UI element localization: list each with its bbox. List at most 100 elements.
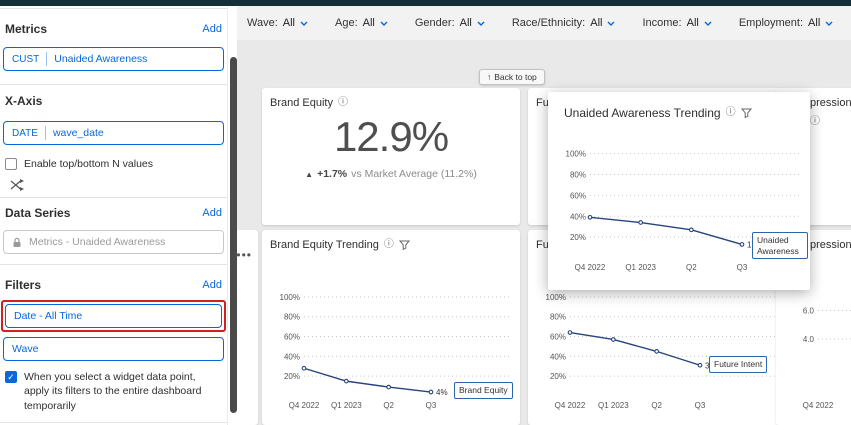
svg-text:100%: 100% [566, 150, 586, 159]
impression-trending-chart: 6.0 4.0 Q4 2022 [803, 307, 851, 410]
svg-text:Q4 2022: Q4 2022 [803, 401, 834, 410]
kpi-value: 12.9% [333, 113, 449, 160]
metric-field-name: Unaided Awareness [54, 53, 148, 65]
sidebar-scrollbar-thumb[interactable] [229, 57, 237, 413]
data-series-section-title: Data Series [5, 206, 71, 221]
data-series-add-button[interactable]: Add [202, 207, 222, 220]
svg-text:20%: 20% [550, 372, 566, 381]
checkbox-checked: ✓ [5, 371, 17, 384]
svg-text:Q4 2022: Q4 2022 [555, 401, 586, 410]
legend-chip[interactable]: Unaided Awareness [752, 232, 808, 260]
x-axis-section-title: X-Axis [5, 94, 43, 108]
up-arrow-icon: ↑ [487, 72, 492, 82]
filter-gender[interactable]: Gender: All [415, 17, 485, 29]
brand-equity-widget[interactable]: Brand Equity ⓘ 12.9% ▲ +1.7% vs Market A… [262, 88, 520, 225]
apply-filters-checkbox[interactable]: ✓ When you select a widget data point, a… [5, 370, 222, 413]
date-filter-chip[interactable]: Date - All Time [5, 304, 222, 329]
svg-text:60%: 60% [284, 333, 300, 342]
chevron-down-icon [607, 21, 615, 26]
info-icon[interactable]: ⓘ [725, 107, 736, 118]
chevron-down-icon [825, 21, 833, 26]
widget-title-fragment: Fu [536, 97, 549, 109]
dashboard-filter-bar: Wave: All Age: All Gender: All Race/Ethnici… [237, 6, 851, 40]
widget-title-fragment: pression [810, 97, 851, 109]
svg-text:40%: 40% [284, 352, 300, 361]
filters-section-title: Filters [5, 278, 42, 293]
chevron-down-icon [477, 21, 485, 26]
svg-text:Q2: Q2 [651, 401, 662, 410]
chevron-down-icon [704, 21, 712, 26]
svg-text:Q2: Q2 [383, 401, 394, 410]
chip-divider [44, 126, 46, 140]
chevron-down-icon [300, 21, 308, 26]
svg-text:4%: 4% [436, 388, 448, 397]
svg-text:80%: 80% [550, 313, 566, 322]
svg-text:60%: 60% [570, 191, 586, 200]
svg-text:40%: 40% [550, 352, 566, 361]
svg-text:Q3: Q3 [737, 263, 748, 272]
filter-wave[interactable]: Wave: All [247, 17, 308, 29]
brand-equity-trending-chart: 100% 80% 60% 40% 20% Q4 2022 Q1 2023 Q2 Q3 4% [280, 293, 510, 410]
svg-text:Q4 2022: Q4 2022 [575, 263, 606, 272]
info-icon[interactable]: ⓘ [337, 97, 348, 108]
widget-editor-panel: Metrics Add CUST Unaided Awareness X-Axi… [0, 0, 227, 425]
delta-context: vs Market Average (11.2%) [351, 168, 477, 180]
shuffle-axes-icon[interactable] [10, 179, 25, 192]
metric-field-chip[interactable]: CUST Unaided Awareness [3, 47, 224, 71]
checkbox-unchecked [5, 158, 17, 170]
lock-icon [13, 237, 21, 247]
filters-add-button[interactable]: Add [202, 279, 222, 292]
brand-equity-trending-widget[interactable]: Brand Equity Trending ⓘ 100% 80% 60% 40% 20%… [262, 230, 520, 425]
data-series-locked-field: Metrics - Unaided Awareness [3, 230, 224, 255]
delta-value: +1.7% [317, 168, 348, 180]
svg-text:Q1 2023: Q1 2023 [331, 401, 362, 410]
svg-text:Q3: Q3 [695, 401, 706, 410]
chip-divider [46, 52, 48, 66]
svg-text:Q1 2023: Q1 2023 [598, 401, 629, 410]
svg-text:40%: 40% [570, 212, 586, 221]
svg-text:20%: 20% [284, 372, 300, 381]
back-to-top-button[interactable]: ↑ Back to top [479, 69, 545, 85]
svg-text:Q4 2022: Q4 2022 [289, 401, 320, 410]
svg-text:4.0: 4.0 [803, 335, 815, 344]
wave-filter-chip[interactable]: Wave [3, 337, 224, 362]
widget-title: Brand Equity [270, 97, 333, 109]
legend-chip[interactable]: Future Intent [709, 356, 768, 373]
x-axis-field-name: wave_date [52, 127, 104, 139]
unaided-awareness-trending-popup[interactable]: Unaided Awareness Trending ⓘ 100% 80% 60% 4… [548, 92, 810, 290]
widget-options-icon[interactable]: ••• [236, 248, 252, 262]
chevron-down-icon [380, 21, 388, 26]
svg-text:6.0: 6.0 [803, 307, 815, 316]
filter-funnel-icon[interactable] [740, 108, 752, 118]
widget-title-fragment: Fu [536, 239, 549, 251]
sidebar-scrollbar-track [227, 0, 237, 425]
widget-title-fragment: pression [810, 239, 851, 251]
filter-race-ethnicity[interactable]: Race/Ethnicity: All [512, 17, 616, 29]
svg-text:60%: 60% [550, 333, 566, 342]
info-icon[interactable]: ⓘ [810, 116, 820, 127]
filter-employment[interactable]: Employment: All [739, 17, 833, 29]
x-axis-field-chip[interactable]: DATE wave_date [3, 121, 224, 145]
metrics-add-button[interactable]: Add [202, 23, 222, 35]
svg-text:100%: 100% [546, 293, 566, 302]
svg-text:20%: 20% [570, 233, 586, 242]
svg-text:Q3: Q3 [426, 401, 437, 410]
legend-chip[interactable]: Brand Equity [454, 382, 513, 399]
check-icon: ✓ [7, 371, 15, 382]
svg-text:100%: 100% [280, 293, 300, 302]
svg-text:Q2: Q2 [686, 263, 697, 272]
filter-funnel-icon[interactable] [398, 240, 410, 250]
delta-up-icon: ▲ [305, 169, 314, 179]
top-bottom-n-checkbox[interactable]: Enable top/bottom N values [5, 157, 222, 171]
svg-text:80%: 80% [284, 313, 300, 322]
field-type-tag: CUST [12, 53, 40, 65]
svg-text:Q1 2023: Q1 2023 [625, 263, 656, 272]
filter-income[interactable]: Income: All [642, 17, 712, 29]
field-type-tag: DATE [12, 127, 38, 139]
widget-title: Brand Equity Trending [270, 239, 379, 251]
widget-title: Unaided Awareness Trending [564, 106, 721, 120]
info-icon[interactable]: ⓘ [383, 239, 394, 250]
filter-age[interactable]: Age: All [335, 17, 388, 29]
